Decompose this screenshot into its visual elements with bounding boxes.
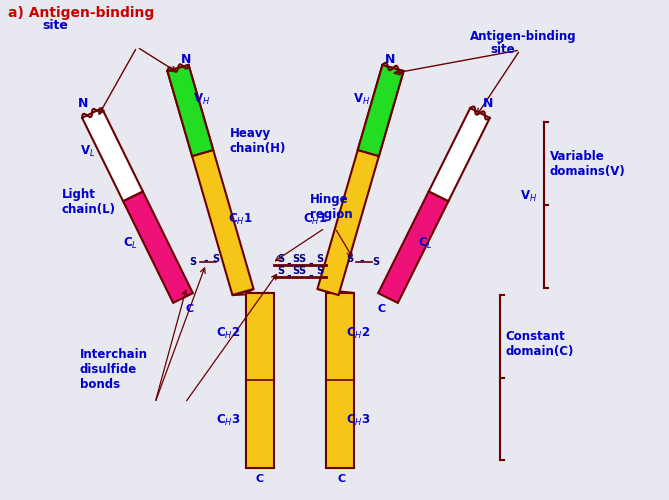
Text: S: S — [292, 266, 299, 276]
Polygon shape — [167, 65, 254, 295]
Text: V$_H$: V$_H$ — [193, 92, 211, 106]
Text: S: S — [316, 266, 323, 276]
Text: C$_H$3: C$_H$3 — [216, 413, 241, 428]
Polygon shape — [123, 192, 193, 303]
Text: site: site — [490, 43, 514, 56]
Text: S: S — [292, 254, 299, 264]
Text: C$_H$1: C$_H$1 — [303, 212, 328, 226]
Text: C: C — [255, 474, 263, 484]
Text: Heavy
chain(H): Heavy chain(H) — [230, 127, 286, 155]
Text: C$_H$1: C$_H$1 — [228, 212, 252, 226]
Text: S: S — [316, 254, 323, 264]
Text: S: S — [277, 254, 284, 264]
Text: Variable
domains(V): Variable domains(V) — [550, 150, 626, 178]
Text: N: N — [385, 53, 395, 66]
Text: C$_H$2: C$_H$2 — [346, 326, 371, 340]
Text: S: S — [212, 254, 219, 264]
Text: Hinge
region: Hinge region — [310, 193, 353, 221]
Text: V$_L$: V$_L$ — [80, 144, 96, 158]
Polygon shape — [358, 65, 403, 156]
Text: C: C — [378, 304, 386, 314]
Polygon shape — [317, 65, 403, 295]
Text: S: S — [346, 254, 353, 264]
Text: S: S — [298, 266, 305, 276]
Text: -: - — [360, 256, 365, 266]
Polygon shape — [378, 192, 448, 303]
Text: S: S — [189, 257, 196, 267]
Text: V$_H$: V$_H$ — [520, 189, 537, 204]
Text: Antigen-binding: Antigen-binding — [470, 30, 577, 43]
Text: C: C — [337, 474, 345, 484]
Text: S: S — [372, 257, 379, 267]
Text: C$_H$2: C$_H$2 — [216, 326, 240, 340]
Text: N: N — [181, 53, 191, 66]
Polygon shape — [232, 289, 274, 295]
Text: -: - — [308, 259, 312, 269]
Text: N: N — [483, 97, 493, 110]
Text: Constant
domain(C): Constant domain(C) — [505, 330, 573, 358]
Polygon shape — [326, 293, 354, 468]
Text: C$_H$3: C$_H$3 — [346, 413, 371, 428]
Text: site: site — [42, 19, 68, 32]
Polygon shape — [82, 108, 142, 201]
Text: a) Antigen-binding: a) Antigen-binding — [8, 6, 155, 20]
Text: -: - — [308, 271, 312, 281]
Text: S: S — [277, 266, 284, 276]
Polygon shape — [429, 108, 490, 201]
Polygon shape — [246, 293, 274, 468]
Text: C$_L$: C$_L$ — [123, 236, 138, 251]
Polygon shape — [317, 289, 354, 295]
Text: C$_L$: C$_L$ — [418, 236, 433, 251]
Text: Interchain
disulfide
bonds: Interchain disulfide bonds — [80, 348, 148, 391]
Text: V$_H$: V$_H$ — [353, 92, 370, 106]
Polygon shape — [167, 65, 213, 156]
Text: Light
chain(L): Light chain(L) — [62, 188, 116, 216]
Text: N: N — [78, 97, 88, 110]
Text: -: - — [286, 271, 290, 281]
Text: C: C — [185, 304, 193, 314]
Text: -: - — [203, 256, 208, 266]
Text: S: S — [298, 254, 305, 264]
Text: -: - — [286, 259, 290, 269]
